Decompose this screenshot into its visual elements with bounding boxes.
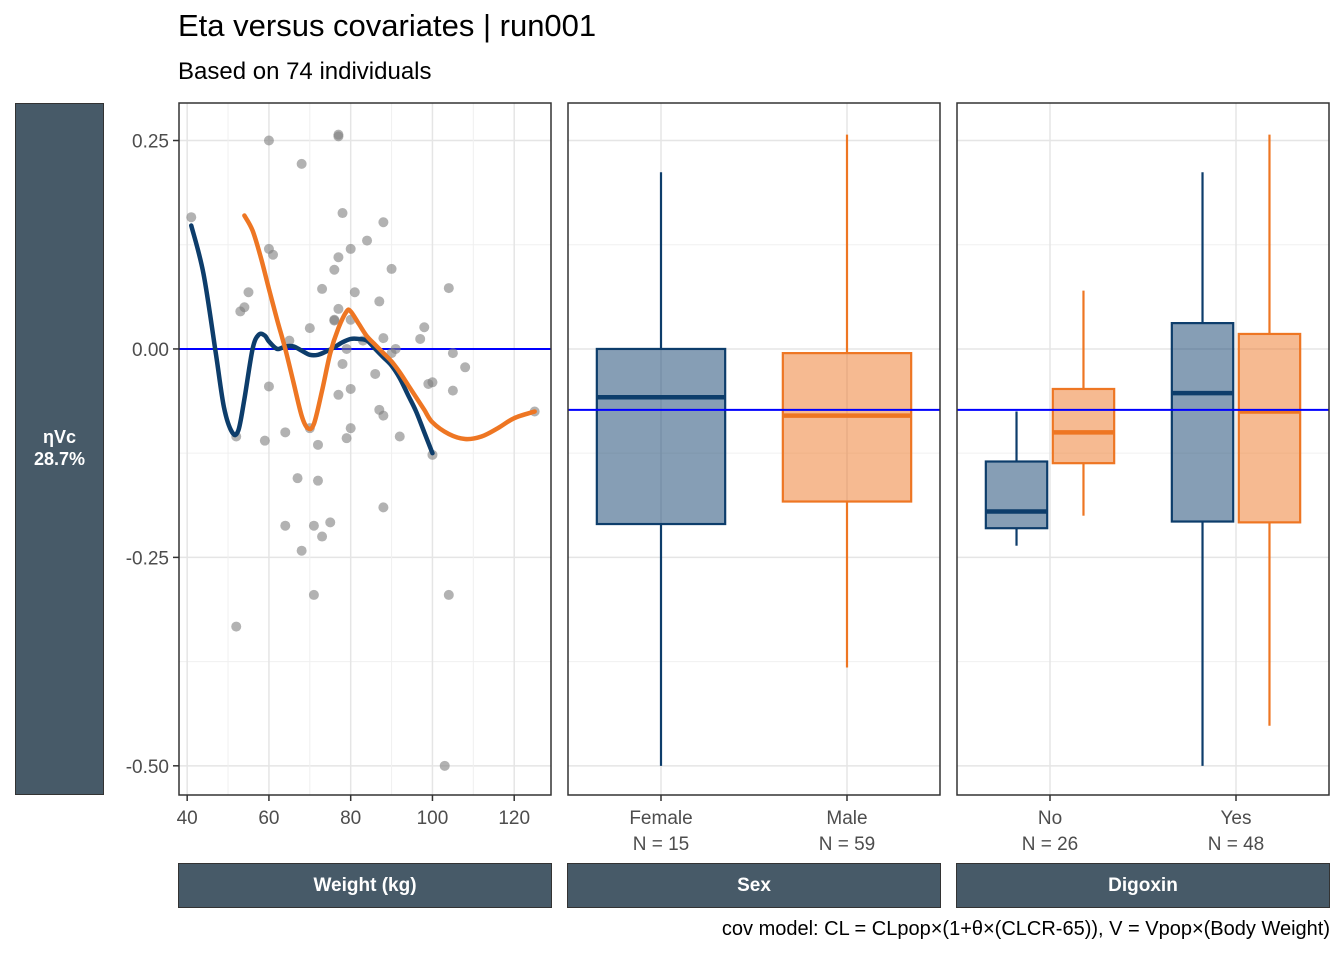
scatter-point bbox=[341, 433, 352, 444]
panel-strip-sex-label: Sex bbox=[737, 874, 771, 896]
x-tick-label-no: No bbox=[1038, 808, 1062, 829]
scatter-point bbox=[443, 283, 454, 294]
scatter-point bbox=[362, 235, 373, 246]
scatter-point bbox=[296, 545, 307, 556]
scatter-point bbox=[374, 296, 385, 307]
scatter-point bbox=[292, 473, 303, 484]
x-tick-label-yes: Yes bbox=[1221, 808, 1252, 829]
scatter-point bbox=[239, 302, 250, 313]
scatter-point bbox=[378, 333, 389, 344]
scatter-point bbox=[304, 323, 315, 334]
box-female-female bbox=[595, 347, 727, 526]
scatter-point bbox=[333, 389, 344, 400]
y-tick-label: -0.25 bbox=[126, 548, 169, 569]
scatter-point bbox=[333, 131, 344, 142]
panel-border bbox=[178, 102, 552, 796]
scatter-point bbox=[333, 252, 344, 263]
y-tick-label: -0.50 bbox=[126, 757, 169, 778]
scatter-point bbox=[460, 362, 471, 373]
panel-strip-weight-label: Weight (kg) bbox=[313, 874, 417, 896]
scatter-point bbox=[447, 348, 458, 359]
panel-border bbox=[956, 102, 1330, 796]
scatter-point bbox=[447, 385, 458, 396]
scatter-point bbox=[337, 208, 348, 219]
scatter-point bbox=[419, 322, 430, 333]
scatter-point bbox=[312, 475, 323, 486]
row-strip-shrinkage: 28.7% bbox=[33, 449, 86, 469]
y-tick-label: 0.25 bbox=[132, 132, 169, 153]
chart-title: Eta versus covariates | run001 bbox=[178, 8, 597, 43]
x-tick-label-male: Male bbox=[826, 808, 867, 829]
scatter-point bbox=[325, 517, 336, 528]
x-tick-count-male: N = 59 bbox=[819, 834, 876, 855]
x-tick-label: 80 bbox=[340, 808, 361, 829]
scatter-point bbox=[243, 287, 254, 298]
scatter-point bbox=[308, 589, 319, 600]
scatter-point bbox=[378, 410, 389, 421]
scatter-point bbox=[317, 531, 328, 542]
scatter-point bbox=[378, 217, 389, 228]
model-caption: cov model: CL = CLpop×(1+θ×(CLCR-65)), V… bbox=[721, 918, 1330, 940]
x-tick-label-female: Female bbox=[629, 808, 692, 829]
scatter-point bbox=[370, 368, 381, 379]
row-strip-eta-label: ηVc bbox=[42, 427, 76, 448]
x-tick-label: 60 bbox=[258, 808, 279, 829]
female-smooth-line bbox=[189, 223, 435, 456]
scatter-point bbox=[231, 621, 242, 632]
x-tick-label: 120 bbox=[498, 808, 530, 829]
scatter-point bbox=[341, 343, 352, 354]
scatter-point bbox=[186, 212, 197, 223]
scatter-point bbox=[284, 335, 295, 346]
scatter-point bbox=[394, 431, 405, 442]
scatter-point bbox=[329, 264, 340, 275]
panel-strip-sex: Sex bbox=[567, 863, 941, 908]
scatter-point bbox=[386, 263, 397, 274]
scatter-point bbox=[390, 343, 401, 354]
box-male-male bbox=[781, 352, 913, 503]
scatter-point bbox=[378, 502, 389, 513]
panel-border bbox=[567, 102, 941, 796]
x-tick-label: 100 bbox=[417, 808, 449, 829]
scatter-point bbox=[263, 135, 274, 146]
x-tick-count-female: N = 15 bbox=[633, 834, 690, 855]
box-yes-female bbox=[1170, 322, 1235, 523]
scatter-point bbox=[263, 381, 274, 392]
panel-strip-digoxin-label: Digoxin bbox=[1108, 874, 1178, 896]
panel-strip-weight: Weight (kg) bbox=[178, 863, 552, 908]
scatter-point bbox=[296, 158, 307, 169]
scatter-point bbox=[349, 287, 360, 298]
scatter-point bbox=[427, 377, 438, 388]
box-no-female bbox=[984, 460, 1049, 530]
x-tick-count-no: N = 26 bbox=[1022, 834, 1079, 855]
scatter-point bbox=[268, 249, 279, 260]
panel-background bbox=[179, 103, 551, 795]
scatter-point bbox=[439, 760, 450, 771]
scatter-point bbox=[345, 383, 356, 394]
chart-subtitle: Based on 74 individuals bbox=[178, 58, 432, 85]
scatter-point bbox=[308, 520, 319, 531]
scatter-point bbox=[415, 333, 426, 344]
x-tick-label: 40 bbox=[177, 808, 198, 829]
box-no-male bbox=[1051, 387, 1116, 465]
scatter-point bbox=[259, 435, 270, 446]
scatter-point bbox=[345, 243, 356, 254]
male-smooth-line bbox=[242, 213, 537, 442]
scatter-point bbox=[329, 315, 340, 326]
box-yes-male bbox=[1237, 332, 1302, 524]
y-tick-label: 0.00 bbox=[132, 340, 169, 361]
scatter-point bbox=[312, 439, 323, 450]
scatter-point bbox=[345, 423, 356, 434]
panel-strip-digoxin: Digoxin bbox=[956, 863, 1330, 908]
scatter-point bbox=[333, 303, 344, 314]
row-strip-eta: ηVc 28.7% bbox=[15, 103, 104, 795]
x-tick-count-yes: N = 48 bbox=[1208, 834, 1265, 855]
scatter-point bbox=[317, 283, 328, 294]
scatter-point bbox=[443, 589, 454, 600]
scatter-point bbox=[280, 427, 291, 438]
scatter-point bbox=[337, 358, 348, 369]
scatter-point bbox=[280, 520, 291, 531]
